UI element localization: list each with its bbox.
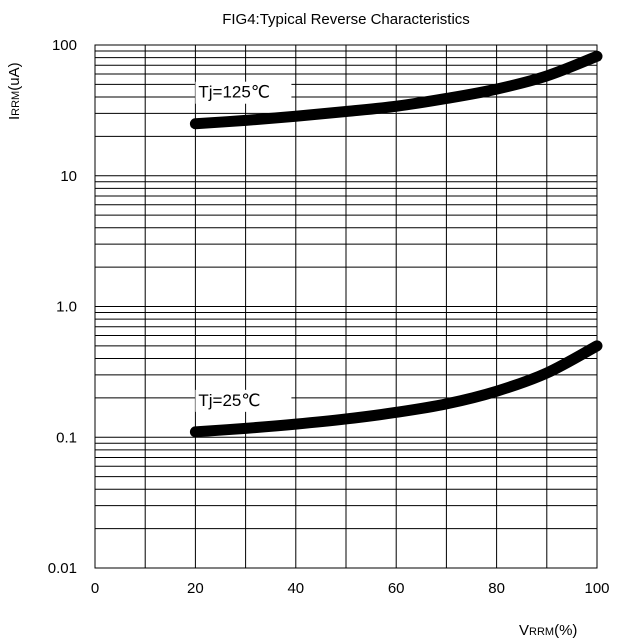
x-tick-label: 60 [388,580,405,597]
x-tick-label: 80 [488,580,505,597]
series-line-1 [189,50,603,130]
x-tick-label: 20 [187,580,204,597]
series-label-2: Tj=25℃ [198,391,260,410]
x-tick-label: 100 [584,580,609,597]
y-tick-label: 100 [52,37,77,54]
y-tick-label: 10 [60,168,77,185]
series-label-background [195,389,292,412]
x-tick-label: 0 [91,580,99,597]
x-tick-label: 40 [287,580,304,597]
series-line-2 [189,340,603,438]
y-tick-label: 1.0 [56,299,77,316]
series-layer: Tj=125℃ Tj=25℃ [189,50,603,438]
y-axis-ticks: 0.01 0.1 1.0 10 100 [48,37,77,577]
y-tick-label: 0.01 [48,560,77,577]
x-axis-label: VRRM(%) [519,622,577,639]
chart-title: FIG4:Typical Reverse Characteristics [222,11,470,28]
grid [95,45,597,568]
y-tick-label: 0.1 [56,429,77,446]
x-axis-ticks: 0 20 40 60 80 100 [91,580,610,597]
series-label-1: Tj=125℃ [198,83,270,102]
y-axis-label: IRRM(uA) [6,62,23,120]
series-label-background [195,81,292,104]
plot-frame [94,44,598,569]
